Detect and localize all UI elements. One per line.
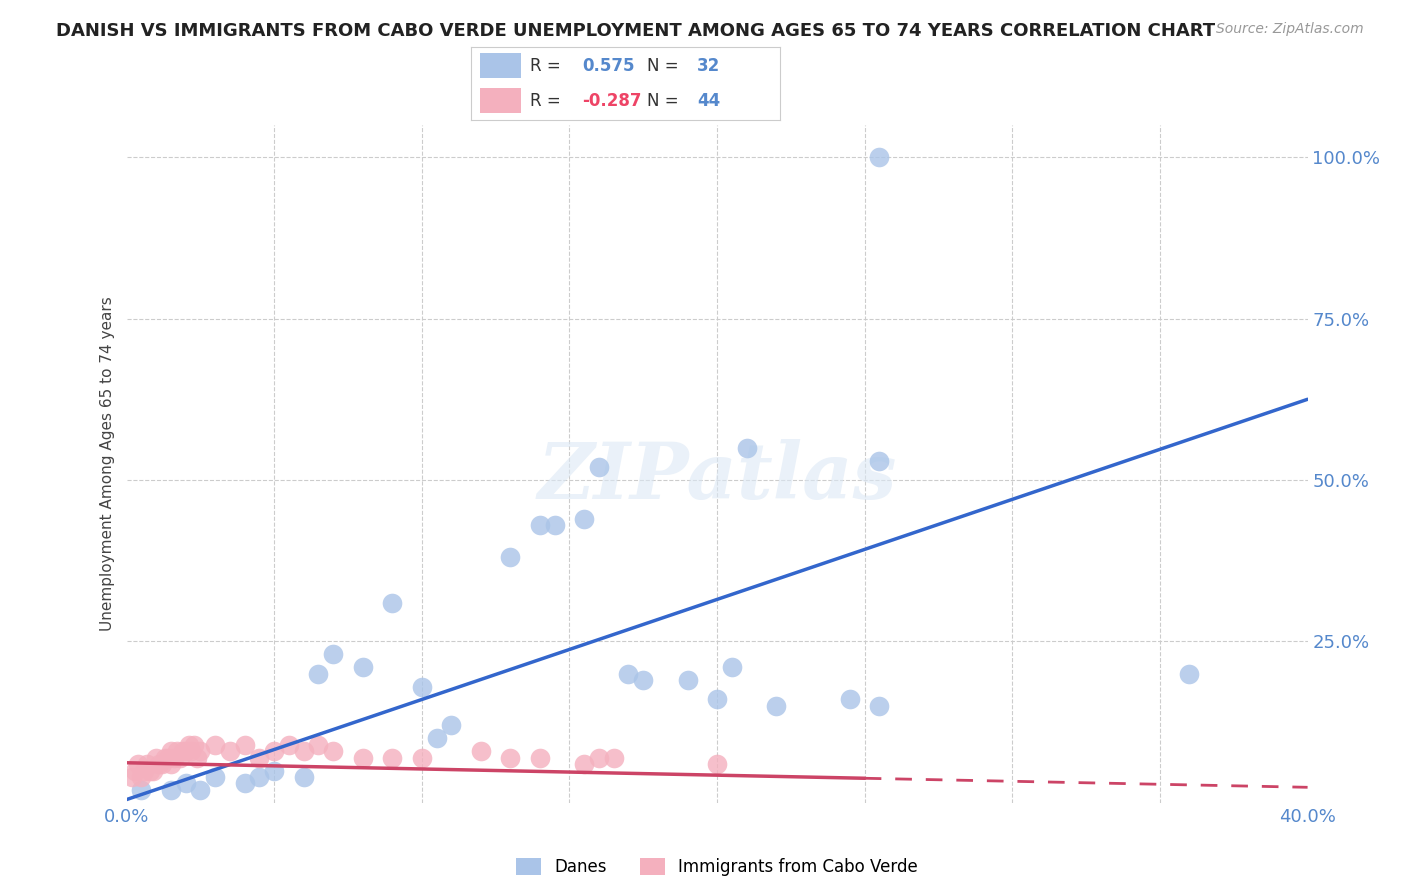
Point	[150, 757, 173, 772]
Bar	[481, 54, 520, 78]
Text: 32: 32	[697, 56, 720, 75]
Point	[129, 783, 153, 797]
Point	[735, 441, 758, 455]
Point	[148, 757, 170, 772]
Text: Source: ZipAtlas.com: Source: ZipAtlas.com	[1216, 22, 1364, 37]
Point	[139, 764, 162, 778]
Point	[159, 783, 183, 797]
Text: R =: R =	[530, 56, 565, 75]
Text: DANISH VS IMMIGRANTS FROM CABO VERDE UNEMPLOYMENT AMONG AGES 65 TO 74 YEARS CORR: DANISH VS IMMIGRANTS FROM CABO VERDE UNE…	[56, 22, 1215, 40]
Legend: Danes, Immigrants from Cabo Verde: Danes, Immigrants from Cabo Verde	[509, 851, 925, 882]
Point	[124, 764, 146, 778]
Point	[381, 750, 404, 764]
Point	[172, 744, 194, 758]
Point	[499, 750, 522, 764]
Point	[121, 770, 143, 784]
Point	[169, 750, 191, 764]
Point	[134, 764, 156, 778]
Point	[180, 744, 202, 758]
Point	[381, 596, 404, 610]
Point	[247, 750, 270, 764]
Point	[869, 698, 891, 713]
Point	[153, 750, 176, 764]
Point	[188, 744, 211, 758]
Point	[156, 750, 179, 764]
Point	[499, 550, 522, 565]
Point	[166, 744, 188, 758]
Point	[869, 150, 891, 164]
Point	[869, 453, 891, 467]
Text: 0.575: 0.575	[582, 56, 636, 75]
Point	[129, 770, 153, 784]
Point	[136, 757, 159, 772]
Y-axis label: Unemployment Among Ages 65 to 74 years: Unemployment Among Ages 65 to 74 years	[100, 296, 115, 632]
Point	[588, 750, 610, 764]
Point	[603, 750, 626, 764]
Point	[307, 738, 329, 752]
Point	[529, 750, 551, 764]
Point	[278, 738, 301, 752]
Point	[292, 770, 315, 784]
Point	[470, 744, 492, 758]
Point	[233, 776, 256, 790]
Point	[574, 512, 596, 526]
Text: N =: N =	[647, 56, 685, 75]
Point	[352, 660, 374, 674]
Point	[177, 738, 200, 752]
Text: 44: 44	[697, 92, 720, 110]
Point	[219, 744, 242, 758]
Point	[204, 738, 226, 752]
Point	[159, 757, 183, 772]
Point	[307, 666, 329, 681]
Point	[574, 757, 596, 772]
Point	[720, 660, 742, 674]
Point	[425, 731, 447, 746]
Point	[529, 518, 551, 533]
Point	[322, 648, 344, 662]
Point	[127, 757, 149, 772]
Point	[322, 744, 344, 758]
Point	[174, 744, 197, 758]
Point	[247, 770, 270, 784]
Point	[186, 750, 208, 764]
Point	[292, 744, 315, 758]
Text: -0.287: -0.287	[582, 92, 643, 110]
Point	[588, 460, 610, 475]
Point	[411, 680, 433, 694]
Point	[543, 518, 565, 533]
Point	[263, 744, 285, 758]
Point	[676, 673, 699, 687]
Point	[352, 750, 374, 764]
Point	[163, 750, 186, 764]
Point	[706, 692, 728, 706]
Point	[706, 757, 728, 772]
Point	[263, 764, 285, 778]
Point	[174, 776, 197, 790]
Point	[183, 738, 205, 752]
Point	[765, 698, 787, 713]
Point	[838, 692, 860, 706]
Point	[440, 718, 463, 732]
Point	[145, 750, 167, 764]
Point	[617, 666, 640, 681]
Point	[188, 783, 211, 797]
Text: R =: R =	[530, 92, 565, 110]
Bar	[481, 88, 520, 113]
Point	[411, 750, 433, 764]
Point	[1178, 666, 1201, 681]
Point	[159, 744, 183, 758]
Point	[142, 764, 165, 778]
Point	[204, 770, 226, 784]
Text: ZIPatlas: ZIPatlas	[537, 439, 897, 516]
Point	[631, 673, 654, 687]
Text: N =: N =	[647, 92, 685, 110]
Point	[233, 738, 256, 752]
